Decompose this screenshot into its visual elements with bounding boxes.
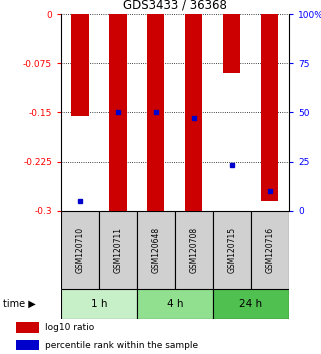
Bar [261,14,278,201]
Bar [251,211,289,289]
Text: GSM120716: GSM120716 [265,227,274,273]
Bar [61,289,137,319]
Bar [99,211,137,289]
Text: 4 h: 4 h [167,298,183,309]
Text: time ▶: time ▶ [3,298,36,309]
Bar [213,289,289,319]
Bar [137,289,213,319]
Text: log10 ratio: log10 ratio [45,323,94,332]
Text: GSM120710: GSM120710 [75,227,84,273]
Bar [16,322,39,333]
Text: GSM120648: GSM120648 [152,227,160,273]
Bar [175,211,213,289]
Bar [213,211,251,289]
Bar [147,14,164,211]
Text: GSM120711: GSM120711 [113,227,123,273]
Text: percentile rank within the sample: percentile rank within the sample [45,341,198,350]
Title: GDS3433 / 36368: GDS3433 / 36368 [123,0,227,12]
Bar [72,14,89,116]
Bar [186,14,203,211]
Bar [61,211,99,289]
Bar [137,211,175,289]
Bar [16,340,39,350]
Text: GSM120715: GSM120715 [227,227,237,273]
Bar [109,14,126,211]
Text: 1 h: 1 h [91,298,107,309]
Text: GSM120708: GSM120708 [189,227,198,273]
Bar [223,14,240,73]
Text: 24 h: 24 h [239,298,263,309]
